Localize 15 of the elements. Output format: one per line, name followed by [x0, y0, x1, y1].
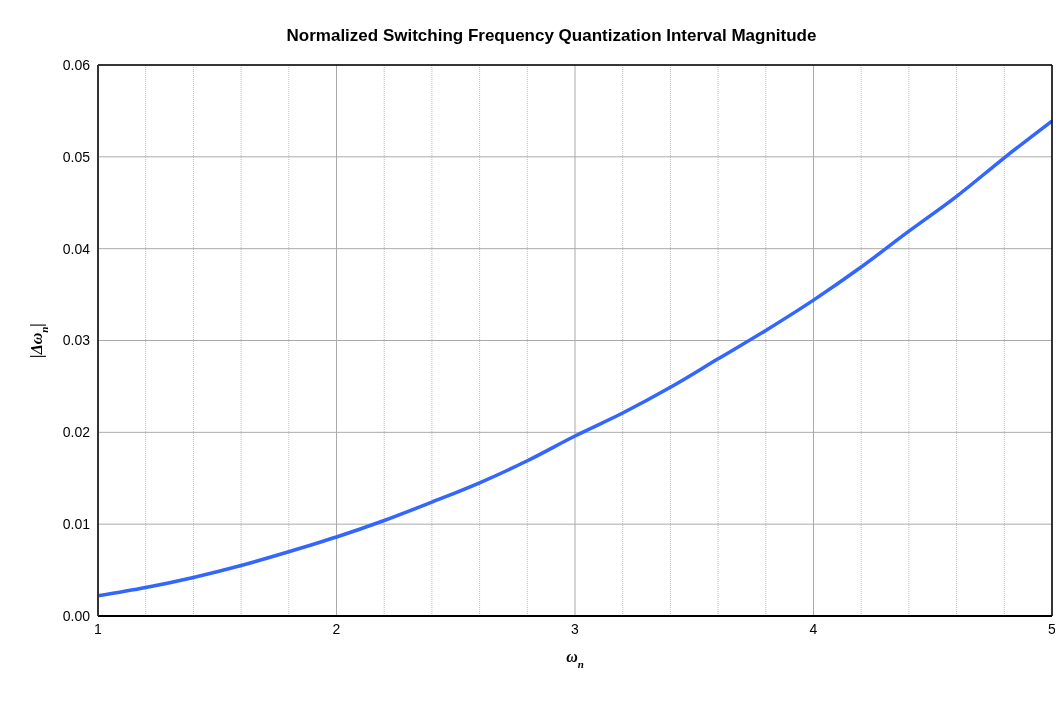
x-tick-label: 2 [332, 620, 341, 637]
x-tick-label: 4 [809, 620, 818, 637]
y-tick-label: 0.00 [62, 607, 91, 624]
y-tick-label: 0.05 [62, 148, 91, 165]
x-tick-label: 5 [1048, 620, 1057, 637]
y-tick-label: 0.06 [62, 56, 91, 73]
y-tick-label: 0.01 [62, 516, 91, 533]
line-series [98, 119, 1052, 598]
x-axis-title: ω$_{n}$ [566, 648, 584, 670]
chart-title: Normalized Switching Frequency Quantization Interval Magnitude [285, 26, 818, 47]
x-tick-label: 1 [94, 620, 103, 637]
x-tick-label: 3 [571, 620, 580, 637]
y-tick-label: 0.02 [62, 424, 91, 441]
y-tick-label: 0.03 [62, 332, 91, 349]
y-tick-label: 0.04 [62, 240, 91, 257]
